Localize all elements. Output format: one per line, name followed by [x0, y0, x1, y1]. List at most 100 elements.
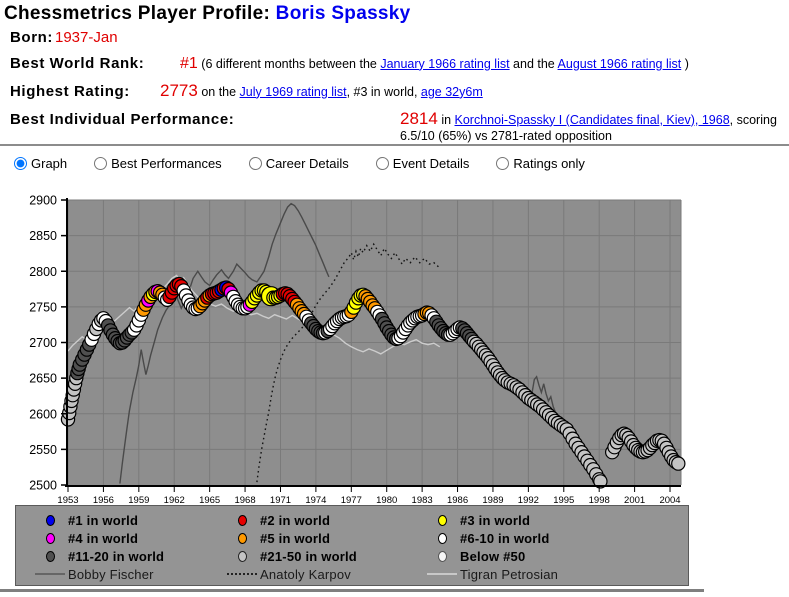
rank-note-mid: and the [509, 56, 558, 71]
korchnoi-spassky-event-link[interactable]: Korchnoi-Spassky I (Candidates final, Ki… [454, 112, 730, 127]
svg-text:1962: 1962 [164, 495, 185, 506]
legend-label: #5 in world [260, 530, 331, 546]
best-world-rank-value: #1 [180, 54, 198, 72]
section-divider [0, 144, 789, 146]
view-option-label: Graph [31, 156, 68, 171]
svg-text:1965: 1965 [199, 495, 220, 506]
view-option-radio[interactable] [375, 157, 389, 170]
legend-dot-swatch [424, 514, 460, 526]
svg-text:1995: 1995 [553, 495, 574, 506]
rank-note-pre: (6 different months between the [201, 56, 381, 71]
rank-color-icon [45, 532, 55, 544]
legend-item-1-in-world: #1 in world [32, 513, 224, 528]
chart-area: 2500 2550 2600 2650 2700 2750 2800 2850 2900 1953… [0, 185, 789, 507]
legend-item-4-in-world: #4 in world [32, 531, 224, 546]
legend-item-21-50-in-world: #21-50 in world [224, 549, 424, 564]
best-performance-value: 2814 [400, 108, 438, 128]
svg-text:1959: 1959 [128, 495, 149, 506]
view-option-radio[interactable] [248, 157, 262, 170]
legend-label: #11-20 in world [68, 548, 165, 564]
legend-label: #3 in world [460, 512, 531, 528]
best-performance-label: Best Individual Performance: [10, 110, 235, 128]
svg-text:2004: 2004 [659, 495, 680, 506]
legend-item-3-in-world: #3 in world [424, 513, 688, 528]
rating-points [60, 276, 686, 489]
rank-color-icon [437, 514, 447, 526]
svg-text:1974: 1974 [305, 495, 326, 506]
svg-text:2750: 2750 [29, 300, 57, 314]
y-axis-labels: 2500 2550 2600 2650 2700 2750 2800 2850 2900 [29, 194, 57, 493]
svg-text:2650: 2650 [29, 372, 57, 386]
anatoly-karpov-line [256, 242, 440, 483]
view-option-ratings-only[interactable]: Ratings only [496, 156, 585, 171]
view-options: Graph Best Performances Career Details Even… [14, 156, 585, 171]
svg-text:1986: 1986 [447, 495, 468, 506]
svg-text:2550: 2550 [29, 443, 57, 457]
performance-note-pre: in [441, 112, 455, 127]
legend-item-bobby-fischer: Bobby Fischer [32, 567, 224, 582]
legend-dot-swatch [32, 550, 68, 562]
legend-item-below-50: Below #50 [424, 549, 688, 564]
svg-text:2700: 2700 [29, 336, 57, 350]
highest-rating-row: Highest Rating: 2773 on the July 1969 ra… [10, 80, 782, 102]
bobby-fischer-line [119, 202, 557, 484]
view-option-radio[interactable] [14, 157, 27, 170]
svg-text:2500: 2500 [29, 479, 57, 493]
born-value: 1937-Jan [55, 29, 118, 46]
legend-label: #4 in world [68, 530, 139, 546]
view-option-label: Best Performances [111, 156, 222, 171]
view-option-event-details[interactable]: Event Details [375, 156, 469, 171]
legend-label: #2 in world [260, 512, 331, 528]
legend-label: Anatoly Karpov [260, 566, 351, 582]
rank-color-icon [237, 514, 247, 526]
rank-color-icon [437, 532, 447, 544]
july-1969-rating-list-link[interactable]: July 1969 rating list [239, 84, 347, 99]
view-option-label: Ratings only [513, 156, 585, 171]
rank-note-post: ) [681, 56, 689, 71]
view-option-career-details[interactable]: Career Details [248, 156, 349, 171]
view-option-radio[interactable] [496, 157, 510, 170]
january-1966-rating-list-link[interactable]: January 1966 rating list [380, 56, 510, 71]
legend-dot-swatch [424, 532, 460, 544]
rank-color-icon [45, 550, 55, 562]
svg-text:1992: 1992 [518, 495, 539, 506]
player-name: Boris Spassky [275, 3, 411, 24]
legend-label: #1 in world [68, 512, 139, 528]
axes [61, 198, 681, 492]
rank-color-icon [437, 550, 447, 562]
svg-text:2900: 2900 [29, 194, 57, 208]
legend-item-11-20-in-world: #11-20 in world [32, 549, 224, 564]
svg-text:1968: 1968 [234, 495, 255, 506]
legend-label: #21-50 in world [260, 548, 357, 564]
legend-label: Tigran Petrosian [460, 566, 559, 582]
legend-line-swatch [32, 573, 68, 575]
view-option-graph[interactable]: Graph [14, 156, 67, 171]
age-link[interactable]: age 32y6m [420, 84, 483, 99]
legend-label: #6-10 in world [460, 530, 550, 546]
born-row: Born: 1937-Jan [10, 29, 782, 48]
svg-text:2850: 2850 [29, 229, 57, 243]
rating-note-mid: , #3 in world, [346, 84, 421, 99]
legend-dot-swatch [224, 532, 260, 544]
svg-text:1980: 1980 [376, 495, 397, 506]
highest-rating-value: 2773 [160, 80, 198, 100]
legend-item-tigran-petrosian: Tigran Petrosian [424, 567, 688, 582]
view-option-label: Career Details [265, 156, 349, 171]
legend-dot-swatch [224, 514, 260, 526]
rating-note-pre: on the [201, 84, 240, 99]
x-axis-labels: 1953 1956 1959 1962 1965 1968 1971 1974 1977 1980… [57, 495, 680, 506]
view-option-radio[interactable] [94, 157, 108, 170]
legend-item-5-in-world: #5 in world [224, 531, 424, 546]
best-world-rank-row: Best World Rank: #1 (6 different months … [10, 54, 782, 74]
best-performance-row: Best Individual Performance: 2814 in Kor… [10, 108, 782, 145]
svg-text:2001: 2001 [624, 495, 645, 506]
view-option-best-performances[interactable]: Best Performances [94, 156, 222, 171]
svg-text:1989: 1989 [482, 495, 503, 506]
legend-dot-swatch [32, 532, 68, 544]
august-1966-rating-list-link[interactable]: August 1966 rating list [557, 56, 682, 71]
line-style-icon [227, 573, 257, 575]
rank-color-icon [45, 514, 55, 526]
legend-dot-swatch [424, 550, 460, 562]
best-world-rank-label: Best World Rank: [10, 54, 145, 72]
